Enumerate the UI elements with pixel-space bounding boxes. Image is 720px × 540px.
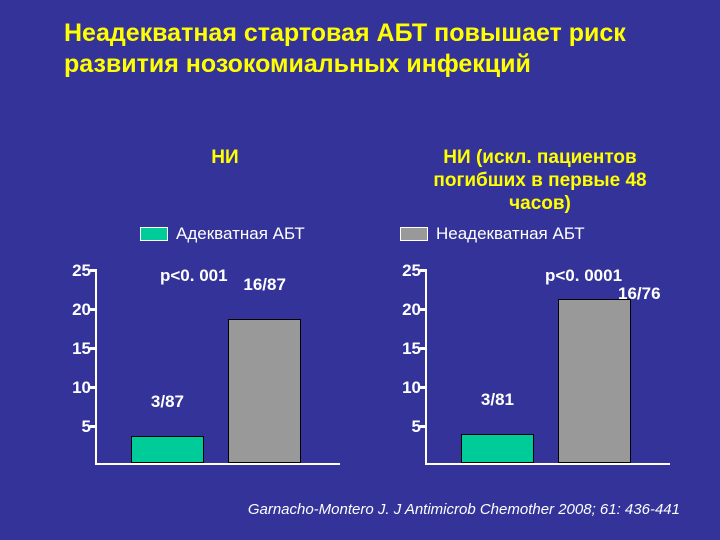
chart-left-ytick-mark xyxy=(90,386,97,389)
chart-left-ytick: 25 xyxy=(61,261,91,281)
chart-left-bar-label: 16/87 xyxy=(243,275,286,295)
chart-right-ytick-mark xyxy=(420,347,427,350)
chart-right-bar-label: 3/81 xyxy=(481,390,514,410)
chart-right-ytick-mark xyxy=(420,269,427,272)
legend-label-adequate: Адекватная АБТ xyxy=(176,224,305,244)
chart-right-ytick-mark xyxy=(420,386,427,389)
slide-title: Неадекватная стартовая АБТ повышает риск… xyxy=(64,18,660,79)
chart-right-ytick: 20 xyxy=(391,300,421,320)
chart-left: 5101520253/8716/87 xyxy=(55,270,340,465)
legend-adequate: Адекватная АБТ xyxy=(140,224,305,244)
charts-row: 5101520253/8716/87 5101520253/81 xyxy=(55,270,670,465)
chart-left-ytick: 15 xyxy=(61,339,91,359)
chart-left-ytick: 10 xyxy=(61,378,91,398)
legend-swatch-inadequate xyxy=(400,227,428,241)
chart-left-plot: 5101520253/8716/87 xyxy=(95,270,340,465)
extra-label-right: 16/76 xyxy=(618,284,661,304)
subtitle-left: НИ xyxy=(165,147,285,169)
slide: Неадекватная стартовая АБТ повышает риск… xyxy=(0,0,720,540)
chart-right-ytick: 10 xyxy=(391,378,421,398)
chart-right-ytick: 25 xyxy=(391,261,421,281)
chart-left-ytick: 5 xyxy=(61,417,91,437)
subtitle-right: НИ (искл. пациентов погибших в первые 48… xyxy=(400,147,680,215)
chart-right-ytick: 5 xyxy=(391,417,421,437)
legend-label-inadequate: Неадекватная АБТ xyxy=(436,224,585,244)
legend-swatch-adequate xyxy=(140,227,168,241)
chart-right-ytick-mark xyxy=(420,308,427,311)
pvalue-right: p<0. 0001 xyxy=(545,266,622,286)
chart-left-ytick-mark xyxy=(90,425,97,428)
chart-left-bar xyxy=(131,436,204,463)
chart-right-bar xyxy=(461,434,534,463)
chart-right-ytick-mark xyxy=(420,425,427,428)
chart-left-bar xyxy=(228,319,301,463)
chart-left-ytick: 20 xyxy=(61,300,91,320)
chart-left-bar-label: 3/87 xyxy=(151,392,184,412)
citation: Garnacho-Montero J. J Antimicrob Chemoth… xyxy=(248,501,680,518)
legend-inadequate: Неадекватная АБТ xyxy=(400,224,585,244)
pvalue-left: p<0. 001 xyxy=(160,266,228,286)
chart-right-bar xyxy=(558,299,631,463)
chart-right-ytick: 15 xyxy=(391,339,421,359)
chart-left-ytick-mark xyxy=(90,347,97,350)
chart-left-ytick-mark xyxy=(90,269,97,272)
chart-left-ytick-mark xyxy=(90,308,97,311)
